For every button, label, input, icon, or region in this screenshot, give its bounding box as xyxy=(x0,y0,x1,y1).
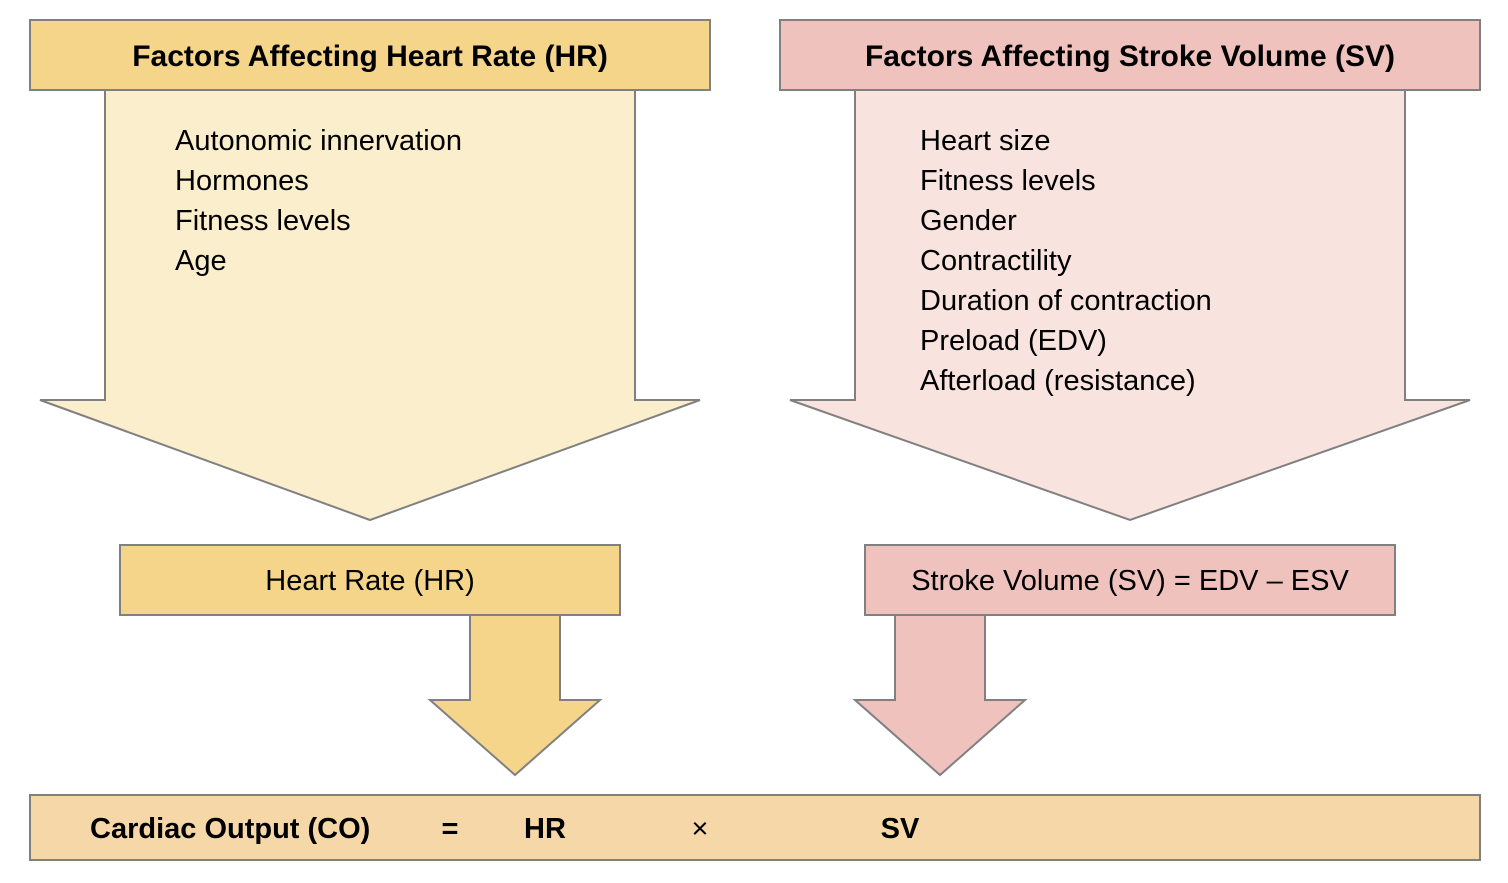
output-sv: SV xyxy=(881,813,920,845)
hr-small-arrow xyxy=(430,615,600,775)
sv-factor-7: Afterload (resistance) xyxy=(920,365,1196,397)
output-times: × xyxy=(692,813,709,845)
sv-factor-2: Fitness levels xyxy=(920,165,1096,197)
sv-factor-6: Preload (EDV) xyxy=(920,325,1107,357)
sv-mid-label: Stroke Volume (SV) = EDV – ESV xyxy=(911,565,1349,597)
output-equals: = xyxy=(442,813,459,845)
sv-factor-4: Contractility xyxy=(920,245,1072,277)
hr-mid-label: Heart Rate (HR) xyxy=(265,565,475,597)
hr-factor-3: Fitness levels xyxy=(175,205,351,237)
sv-small-arrow xyxy=(855,615,1025,775)
sv-factor-1: Heart size xyxy=(920,125,1051,157)
hr-factor-4: Age xyxy=(175,245,227,277)
hr-header-title: Factors Affecting Heart Rate (HR) xyxy=(132,40,608,73)
hr-factor-1: Autonomic innervation xyxy=(175,125,462,157)
cardiac-output-diagram: Factors Affecting Heart Rate (HR) Autono… xyxy=(0,0,1508,883)
sv-factor-3: Gender xyxy=(920,205,1017,237)
hr-factor-2: Hormones xyxy=(175,165,309,197)
output-hr: HR xyxy=(524,813,566,845)
output-co-label: Cardiac Output (CO) xyxy=(90,813,370,845)
sv-factor-5: Duration of contraction xyxy=(920,285,1212,317)
sv-header-title: Factors Affecting Stroke Volume (SV) xyxy=(865,40,1395,73)
